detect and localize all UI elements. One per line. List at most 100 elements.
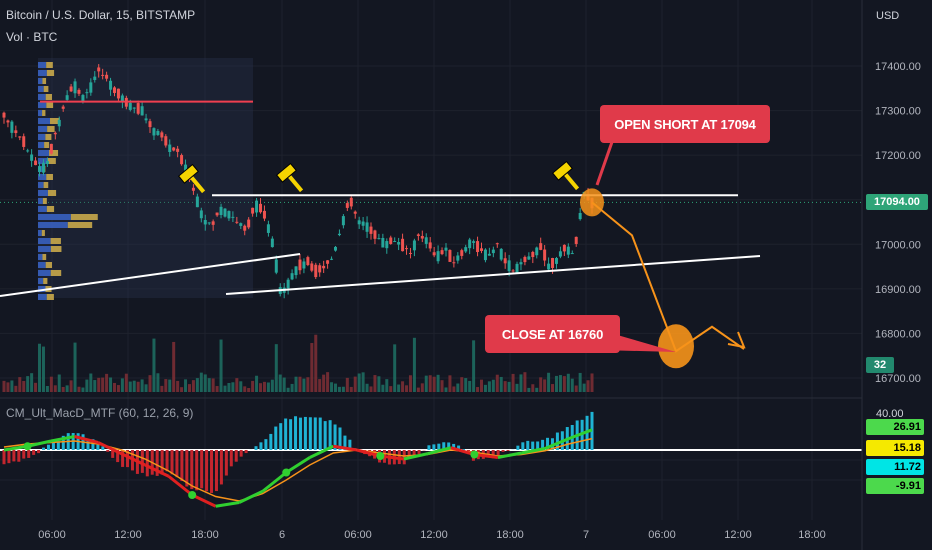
candle-body [377, 238, 381, 240]
macd-histogram-bar [180, 450, 184, 482]
candle-body [456, 255, 460, 261]
candle-body [89, 82, 93, 93]
candle-body [247, 219, 251, 228]
macd-histogram-bar [298, 417, 302, 450]
profile-bar-sell [42, 254, 47, 260]
candle-body [53, 132, 57, 135]
macd-value-3: 11.72 [866, 459, 924, 475]
macd-line-segment [215, 501, 240, 508]
macd-value-1: 26.91 [866, 419, 924, 435]
candle-body [116, 88, 120, 99]
candle-body [255, 200, 259, 213]
profile-bar-buy [38, 94, 46, 100]
macd-histogram-bar [22, 450, 26, 459]
macd-line-segment [285, 456, 311, 474]
candle-body [472, 241, 476, 243]
candle-body [77, 89, 81, 94]
profile-bar-buy [38, 126, 48, 132]
volume-bar [227, 383, 231, 392]
hammer-icon [551, 160, 580, 191]
profile-bar-buy [38, 134, 46, 140]
macd-histogram-bar [506, 450, 510, 451]
macd-line-segment [238, 489, 264, 504]
y-tick-label: 16800.00 [875, 328, 921, 340]
macd-line-segment [120, 452, 146, 467]
candle-body [219, 206, 223, 216]
volume-bar [349, 386, 353, 392]
volume-bar [14, 385, 18, 392]
volume-bar [199, 372, 203, 392]
macd-line-segment [426, 446, 452, 456]
volume-bar [10, 380, 14, 392]
macd-histogram-bar [412, 450, 416, 458]
x-tick-label: 12:00 [420, 529, 448, 541]
volume-bar [424, 375, 428, 392]
candle-body [211, 221, 215, 225]
candle-body [251, 207, 255, 214]
projection-arrowhead [727, 331, 746, 349]
volume-bar [515, 383, 519, 392]
profile-bar-sell [47, 158, 56, 164]
macd-histogram-bar [437, 443, 441, 450]
volume-bar [389, 386, 393, 392]
macd-line-segment [356, 448, 381, 458]
macd-line-segment [144, 463, 170, 478]
volume-bar [184, 379, 188, 392]
candle-body [38, 166, 42, 172]
candle-body [357, 220, 361, 225]
candle-body [286, 279, 290, 289]
x-tick-label: 6 [279, 529, 285, 541]
volume-bar [172, 341, 176, 392]
profile-bar-buy [38, 110, 43, 116]
macd-histogram-bar [244, 450, 248, 454]
volume-bar [531, 384, 535, 392]
macd-cross-dot [376, 452, 385, 460]
candle-body [266, 224, 270, 233]
profile-bar-buy [38, 150, 50, 156]
hammer-head [177, 163, 199, 184]
volume-bar [187, 384, 191, 392]
macd-histogram-bar [531, 441, 535, 450]
macd-top-label: 40.00 [876, 408, 904, 420]
volume-bar [491, 379, 495, 392]
volume-bar [566, 373, 570, 392]
macd-histogram-bar [516, 445, 520, 450]
profile-bar-buy [38, 206, 47, 212]
volume-bar [523, 372, 527, 392]
profile-bar-buy [38, 142, 45, 148]
macd-histogram-bar [145, 450, 149, 477]
profile-bar-sell [44, 142, 50, 148]
volume-bar [262, 381, 266, 392]
profile-bar-sell [45, 262, 52, 268]
candle-body [6, 120, 10, 123]
candle-body [468, 239, 472, 249]
time-axis-ticks: 06:00 12:00 18:00 6 06:00 12:00 18:00 7 06:00 12:… [38, 529, 826, 541]
volume-profile-box [38, 58, 253, 298]
volume-bar [116, 385, 120, 392]
macd-histogram-bar [12, 450, 16, 462]
volume-bar [211, 378, 215, 392]
candle-body [385, 241, 389, 249]
volume-bar [274, 344, 278, 392]
macd-histogram-bar [214, 450, 218, 492]
macd-histogram-bar [42, 447, 46, 450]
profile-bar-sell [42, 78, 47, 84]
volume-bar [61, 386, 65, 392]
volume-bar [503, 381, 507, 392]
volume-profile [38, 62, 98, 300]
macd-histogram-bar [200, 450, 204, 489]
candle-body [140, 106, 144, 116]
candle-body [341, 216, 345, 226]
candle-body [156, 130, 160, 135]
candle-body [294, 266, 298, 276]
candle-body [499, 248, 503, 260]
volume-label: Vol · BTC [6, 30, 58, 44]
candle-body [144, 118, 148, 121]
current-price-tag: 17094.00 [866, 194, 928, 210]
candle-body [444, 247, 448, 251]
volume-bar [34, 382, 38, 392]
macd-histogram-bar [185, 450, 189, 487]
candle-body [452, 262, 456, 264]
macd-histogram-bar [2, 450, 6, 465]
